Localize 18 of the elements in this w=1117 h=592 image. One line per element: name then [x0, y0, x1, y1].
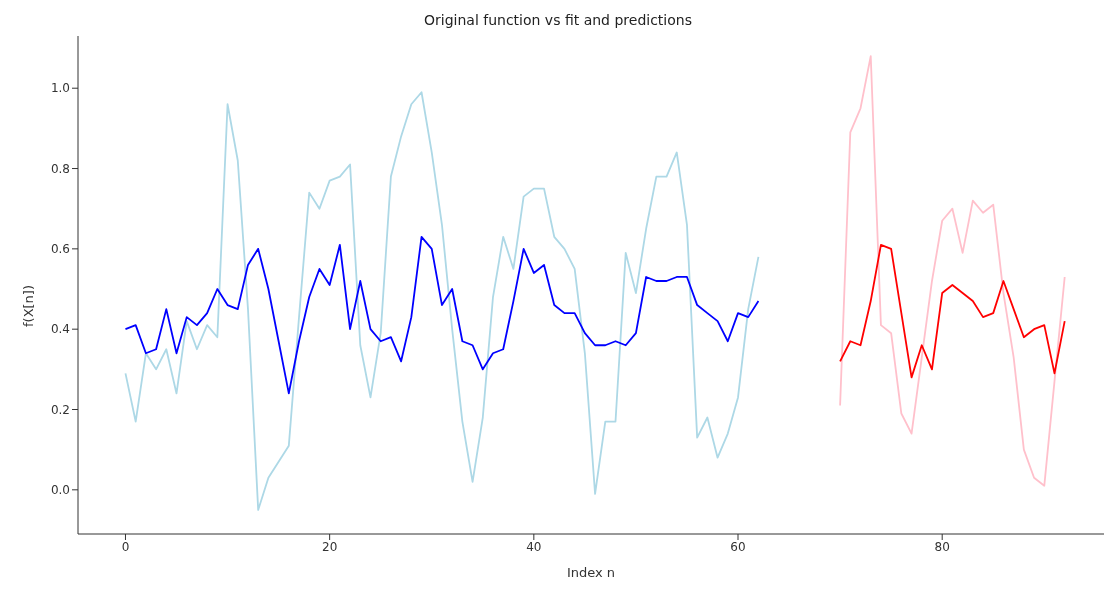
y-tick-label: 0.4: [50, 322, 70, 337]
y-tick-label: 0.2: [50, 402, 70, 417]
line-series: [124, 91, 760, 511]
x-tick-label: 60: [730, 539, 746, 554]
line-series: [839, 55, 1066, 487]
y-tick-label: 0.8: [50, 161, 70, 176]
y-axis-title: f(X[n]): [20, 285, 36, 328]
line-series: [124, 235, 760, 395]
x-tick-label: 80: [934, 539, 950, 554]
y-tick-label: 1.0: [50, 81, 70, 96]
x-tick-label: 40: [526, 539, 542, 554]
chart-title: Original function vs fit and predictions: [423, 11, 693, 30]
y-tick-label: 0.6: [50, 242, 70, 257]
line-series: [839, 243, 1066, 379]
y-tick-label: 0.0: [50, 483, 70, 498]
x-tick-label: 0: [121, 539, 130, 554]
x-axis-title: Index n: [566, 565, 616, 581]
x-tick-label: 20: [322, 539, 338, 554]
